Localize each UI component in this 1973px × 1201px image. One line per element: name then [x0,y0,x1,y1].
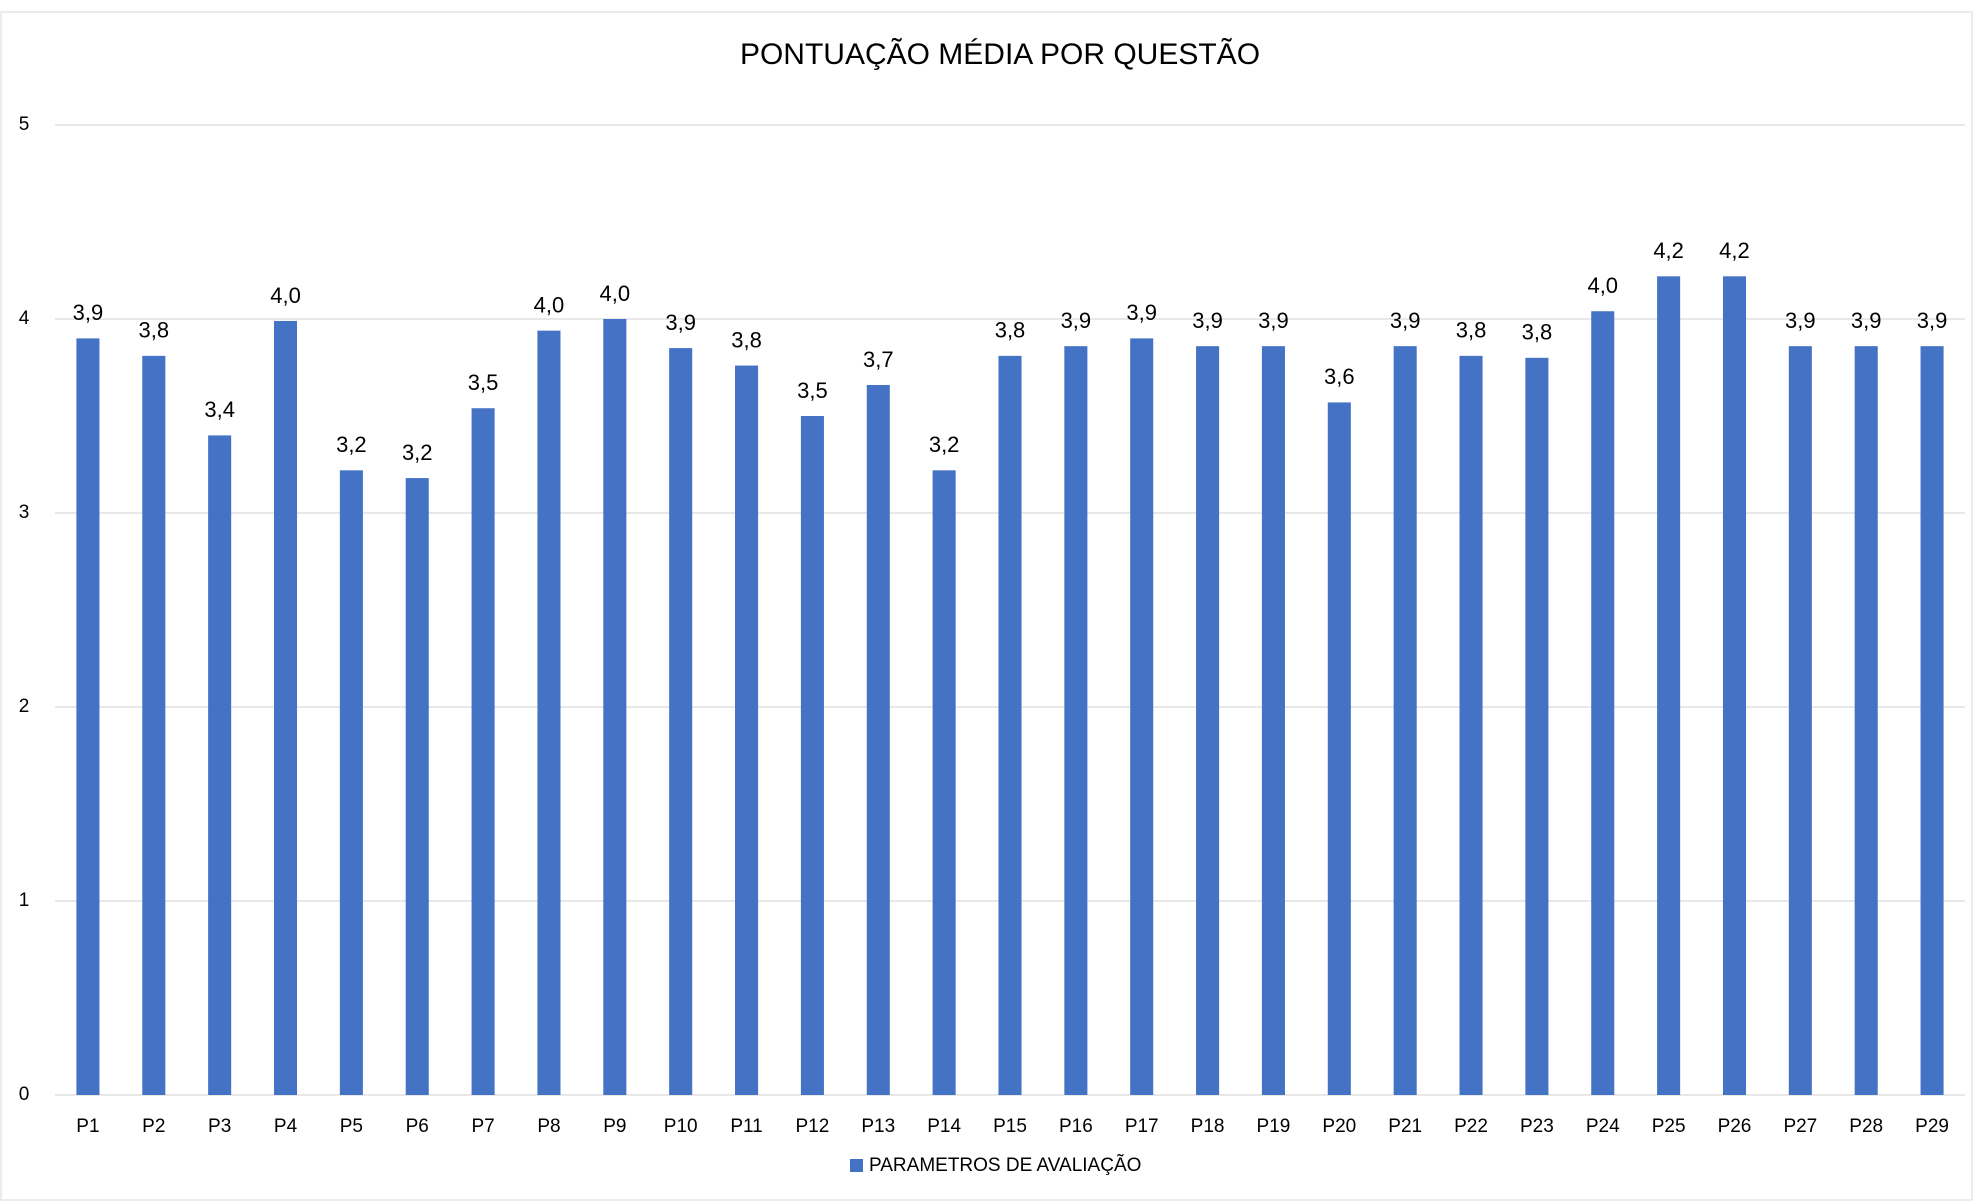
x-tick-label: P13 [861,1116,895,1137]
bar [735,365,759,1095]
bar [142,355,166,1095]
x-tick-label: P6 [406,1116,429,1137]
x-tick-label: P23 [1520,1116,1554,1137]
x-tick-label: P12 [796,1116,830,1137]
bar [998,355,1022,1095]
x-tick-label: P7 [471,1116,494,1137]
x-tick-label: P16 [1059,1116,1093,1137]
x-tick-label: P8 [537,1116,560,1137]
legend-swatch [850,1159,863,1172]
bar [1920,346,1944,1095]
data-label: 4,0 [1587,273,1618,298]
x-tick-label: P22 [1454,1116,1488,1137]
bar [273,320,298,1095]
data-label: 3,8 [138,318,169,343]
bar [405,478,429,1096]
x-tick-label: P26 [1718,1116,1752,1137]
data-label: 4,2 [1719,238,1750,263]
bar [1130,338,1154,1095]
data-label: 3,8 [1522,320,1553,345]
bar [1722,276,1747,1095]
bar [537,330,561,1095]
data-label: 3,9 [1126,300,1157,325]
data-label: 3,9 [1192,308,1223,333]
x-tick-label: P21 [1388,1116,1422,1137]
bar [1591,311,1615,1095]
data-label: 3,4 [204,397,235,422]
data-label: 3,9 [1851,308,1882,333]
bar [208,435,232,1095]
data-label: 3,6 [1324,364,1355,389]
data-label: 4,0 [600,281,631,306]
data-label: 4,2 [1653,238,1684,263]
bar [471,408,495,1095]
x-tick-label: P5 [340,1116,363,1137]
data-label: 3,9 [73,300,104,325]
data-label: 3,9 [1390,308,1421,333]
data-label: 3,8 [731,327,762,352]
x-tick-label: P10 [664,1116,698,1137]
data-label: 3,2 [929,432,960,457]
x-tick-label: P28 [1849,1116,1883,1137]
y-tick-label: 4 [19,308,30,329]
bar [1261,346,1285,1095]
y-tick-label: 0 [19,1084,30,1105]
x-tick-label: P29 [1915,1116,1949,1137]
data-label: 3,8 [995,318,1026,343]
bar [1788,346,1812,1095]
x-tick-label: P3 [208,1116,231,1137]
legend-label: PARAMETROS DE AVALIAÇÃO [869,1154,1141,1176]
chart-border [0,11,1973,1201]
data-label: 4,0 [270,283,301,308]
y-tick-label: 2 [19,696,30,717]
data-label: 3,9 [1258,308,1289,333]
bar [800,416,824,1095]
bar [1854,346,1878,1095]
bar [1525,357,1549,1095]
chart-title: PONTUAÇÃO MÉDIA POR QUESTÃO [740,37,1260,71]
x-tick-label: P9 [603,1116,626,1137]
bar [866,384,890,1096]
bar [932,470,956,1095]
x-tick-label: P1 [76,1116,99,1137]
data-label: 3,7 [863,347,894,372]
x-tick-label: P14 [927,1116,961,1137]
data-label: 3,2 [402,440,433,465]
bar [1064,346,1088,1095]
bar [1393,346,1417,1095]
y-tick-label: 1 [19,890,30,911]
data-label: 3,9 [1785,308,1816,333]
bar [1459,355,1483,1095]
data-label: 3,5 [797,378,828,403]
y-tick-label: 5 [19,114,30,135]
x-tick-label: P27 [1783,1116,1817,1137]
x-tick-label: P11 [730,1116,762,1137]
bar [1657,276,1681,1095]
x-tick-label: P15 [993,1116,1027,1137]
x-tick-label: P19 [1257,1116,1291,1137]
bar [669,348,693,1096]
bar [76,338,100,1095]
bar [1196,346,1220,1095]
data-label: 3,8 [1456,318,1487,343]
x-tick-label: P25 [1652,1116,1686,1137]
bar [1327,402,1351,1095]
x-tick-label: P24 [1586,1116,1620,1137]
x-tick-label: P17 [1125,1116,1159,1137]
y-tick-label: 3 [19,502,30,523]
bar [339,470,363,1095]
x-tick-label: P18 [1191,1116,1225,1137]
data-label: 3,2 [336,432,367,457]
bar [603,319,627,1095]
x-tick-label: P20 [1322,1116,1356,1137]
data-label: 4,0 [534,292,565,317]
x-tick-label: P2 [142,1116,165,1137]
data-label: 3,9 [1061,308,1092,333]
x-tick-label: P4 [274,1116,298,1137]
data-label: 3,9 [1917,308,1948,333]
data-label: 3,5 [468,370,499,395]
data-label: 3,9 [665,310,696,335]
